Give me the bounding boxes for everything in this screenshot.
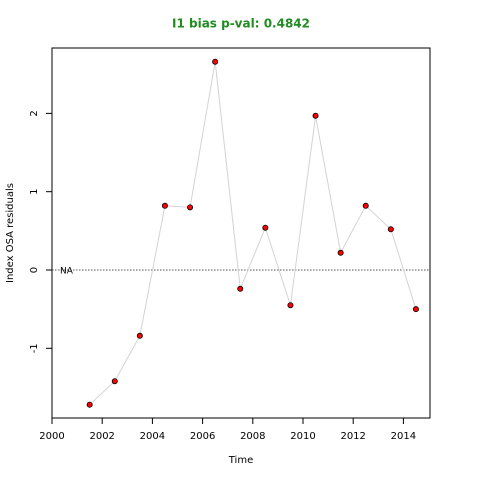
x-tick-label: 2004 bbox=[140, 431, 165, 442]
series-line bbox=[89, 61, 417, 406]
y-tick-label: 1 bbox=[29, 189, 40, 195]
x-tick-label: 2008 bbox=[240, 431, 265, 442]
data-point bbox=[111, 378, 118, 385]
data-point bbox=[262, 224, 269, 231]
data-point bbox=[337, 249, 344, 256]
y-axis-label: Index OSA residuals bbox=[5, 183, 16, 283]
data-point bbox=[412, 306, 419, 313]
data-point bbox=[387, 226, 394, 233]
data-point bbox=[212, 58, 219, 65]
data-point bbox=[136, 332, 143, 339]
data-point bbox=[237, 285, 244, 292]
annotation: NA bbox=[60, 267, 74, 277]
data-point bbox=[86, 401, 93, 408]
y-tick-label: 0 bbox=[29, 267, 40, 273]
x-tick-label: 2000 bbox=[39, 431, 64, 442]
y-tick-label: -1 bbox=[29, 343, 40, 353]
data-point bbox=[161, 202, 168, 209]
plot-frame bbox=[51, 47, 431, 419]
chart-title: I1 bias p-val: 0.4842 bbox=[172, 17, 310, 31]
x-tick-label: 2012 bbox=[340, 431, 365, 442]
y-tick-label: 2 bbox=[29, 110, 40, 116]
x-axis-label: Time bbox=[228, 455, 253, 466]
x-tick-label: 2006 bbox=[190, 431, 215, 442]
x-tick-label: 2010 bbox=[290, 431, 315, 442]
data-point bbox=[312, 112, 319, 119]
x-tick-label: 2002 bbox=[89, 431, 114, 442]
data-point bbox=[287, 302, 294, 309]
data-point bbox=[187, 204, 194, 211]
data-point bbox=[362, 202, 369, 209]
x-tick-label: 2014 bbox=[391, 431, 416, 442]
